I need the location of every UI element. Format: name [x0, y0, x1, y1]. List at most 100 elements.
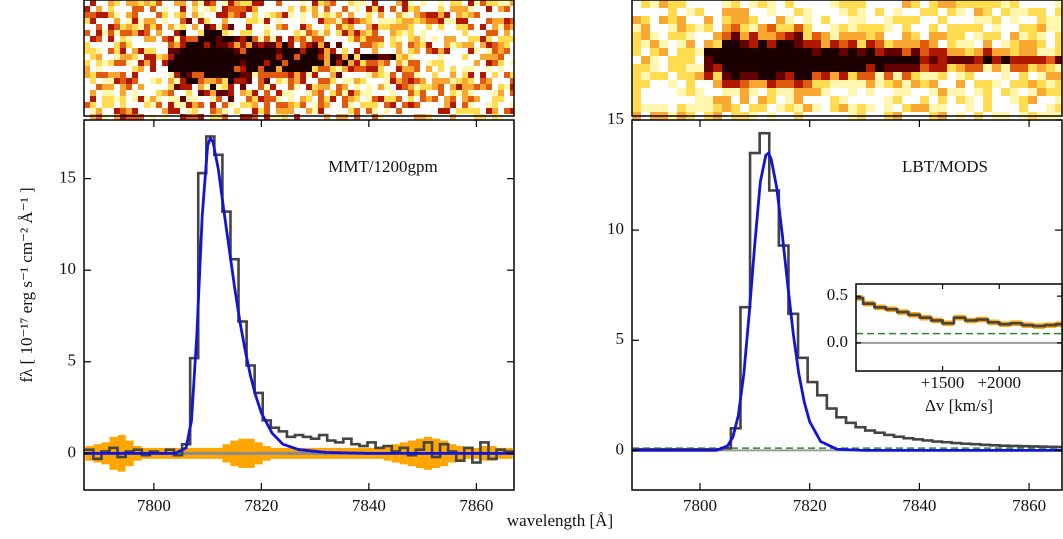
- image-pixel: [474, 72, 480, 78]
- image-pixel: [474, 60, 480, 66]
- image-pixel: [713, 96, 722, 104]
- image-pixel: [288, 0, 294, 6]
- image-pixel: [330, 48, 336, 54]
- image-pixel: [920, 80, 929, 88]
- image-pixel: [390, 102, 396, 108]
- image-pixel: [114, 18, 120, 24]
- image-pixel: [336, 96, 342, 102]
- image-pixel: [366, 114, 372, 120]
- image-pixel: [776, 48, 785, 56]
- image-pixel: [306, 108, 312, 114]
- image-pixel: [884, 40, 893, 48]
- image-pixel: [902, 80, 911, 88]
- image-pixel: [510, 60, 514, 66]
- image-pixel: [650, 16, 659, 24]
- image-pixel: [713, 80, 722, 88]
- image-pixel: [264, 114, 270, 120]
- image-pixel: [420, 72, 426, 78]
- image-pixel: [378, 96, 384, 102]
- image-pixel: [450, 66, 456, 72]
- image-pixel: [677, 48, 686, 56]
- image-pixel: [240, 6, 246, 12]
- image-pixel: [114, 30, 120, 36]
- image-pixel: [300, 6, 306, 12]
- image-pixel: [462, 30, 468, 36]
- image-pixel: [884, 16, 893, 24]
- image-pixel: [348, 90, 354, 96]
- image-pixel: [294, 12, 300, 18]
- image-pixel: [372, 84, 378, 90]
- image-pixel: [450, 24, 456, 30]
- x-axis-label: wavelength [Å]: [507, 511, 613, 530]
- image-pixel: [204, 42, 210, 48]
- image-pixel: [384, 60, 390, 66]
- image-pixel: [956, 8, 965, 16]
- image-pixel: [965, 104, 974, 112]
- image-pixel: [264, 108, 270, 114]
- image-pixel: [264, 96, 270, 102]
- image-pixel: [156, 60, 162, 66]
- image-pixel: [492, 36, 498, 42]
- image-pixel: [803, 56, 812, 64]
- image-pixel: [686, 24, 695, 32]
- image-pixel: [857, 40, 866, 48]
- image-pixel: [420, 102, 426, 108]
- image-pixel: [830, 64, 839, 72]
- image-pixel: [456, 72, 462, 78]
- image-pixel: [132, 96, 138, 102]
- image-pixel: [390, 12, 396, 18]
- image-pixel: [180, 78, 186, 84]
- image-pixel: [474, 12, 480, 18]
- image-pixel: [318, 42, 324, 48]
- image-pixel: [920, 40, 929, 48]
- image-pixel: [144, 66, 150, 72]
- image-pixel: [234, 72, 240, 78]
- image-pixel: [992, 64, 1001, 72]
- image-pixel: [270, 36, 276, 42]
- image-pixel: [210, 108, 216, 114]
- image-pixel: [108, 12, 114, 18]
- image-pixel: [420, 12, 426, 18]
- image-pixel: [138, 48, 144, 54]
- x-tick-label: 7800: [683, 496, 717, 515]
- image-pixel: [695, 16, 704, 24]
- image-pixel: [902, 8, 911, 16]
- image-pixel: [228, 66, 234, 72]
- image-pixel: [722, 40, 731, 48]
- image-pixel: [258, 72, 264, 78]
- image-pixel: [342, 6, 348, 12]
- image-pixel: [198, 102, 204, 108]
- image-pixel: [210, 42, 216, 48]
- image-pixel: [480, 72, 486, 78]
- image-pixel: [144, 108, 150, 114]
- image-pixel: [222, 6, 228, 12]
- image-pixel: [408, 108, 414, 114]
- image-pixel: [414, 12, 420, 18]
- image-pixel: [857, 80, 866, 88]
- image-pixel: [740, 88, 749, 96]
- image-pixel: [276, 114, 282, 120]
- image-pixel: [713, 0, 722, 8]
- image-pixel: [468, 18, 474, 24]
- image-pixel: [270, 24, 276, 30]
- image-pixel: [929, 40, 938, 48]
- image-pixel: [468, 72, 474, 78]
- image-pixel: [216, 90, 222, 96]
- image-pixel: [776, 72, 785, 80]
- image-pixel: [204, 84, 210, 90]
- image-pixel: [992, 72, 1001, 80]
- image-pixel: [216, 48, 222, 54]
- image-pixel: [408, 84, 414, 90]
- image-pixel: [108, 60, 114, 66]
- image-pixel: [641, 96, 650, 104]
- image-pixel: [659, 32, 668, 40]
- image-pixel: [312, 30, 318, 36]
- image-pixel: [294, 96, 300, 102]
- image-pixel: [462, 18, 468, 24]
- image-pixel: [288, 48, 294, 54]
- image-pixel: [396, 66, 402, 72]
- image-pixel: [722, 56, 731, 64]
- image-pixel: [300, 84, 306, 90]
- image-pixel: [408, 12, 414, 18]
- image-pixel: [282, 60, 288, 66]
